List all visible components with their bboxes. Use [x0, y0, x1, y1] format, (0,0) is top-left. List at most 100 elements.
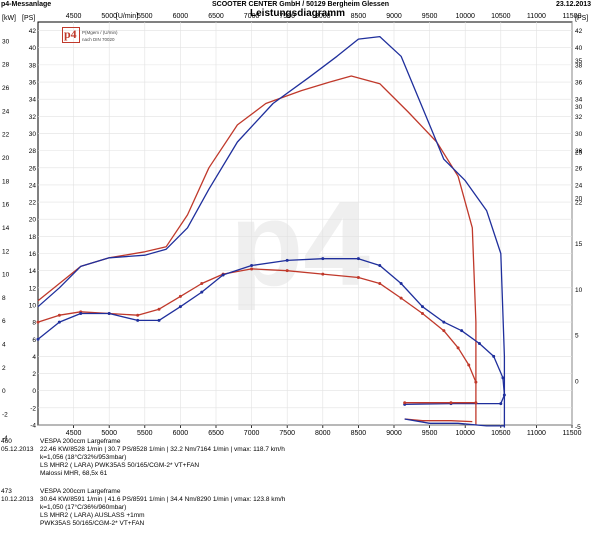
right-nm-tick: 15: [575, 241, 583, 248]
data-point: [57, 320, 61, 324]
data-point: [356, 257, 360, 261]
left-kw-tick: 14: [2, 225, 10, 232]
x-tick-label-top: 4500: [66, 13, 82, 20]
watermark: p4: [230, 177, 371, 311]
series-line-5: [404, 418, 473, 423]
plot-frame: [37, 21, 573, 426]
left-kw-tick: -2: [2, 412, 8, 419]
data-point: [136, 313, 140, 317]
x-tick-label-top: 11000: [527, 13, 546, 20]
data-point: [57, 313, 61, 317]
left-kw-tick: 2: [2, 365, 6, 372]
right-nm-tick: 20: [575, 195, 583, 202]
data-point: [157, 307, 161, 311]
data-point: [157, 318, 161, 322]
right-ps-tick: 22: [575, 200, 583, 207]
data-point: [136, 318, 140, 322]
report-date: 23.12.2013: [556, 1, 592, 8]
data-point: [178, 305, 182, 309]
x-tick-label-top: 10500: [491, 13, 511, 20]
left-kw-tick: 22: [2, 132, 10, 139]
data-point: [200, 290, 204, 294]
right-ps-tick: 28: [575, 148, 583, 155]
legend-460-id: 460: [1, 438, 12, 445]
left-kw-tick: 10: [2, 272, 10, 279]
x-tick-label: 8000: [315, 430, 331, 437]
data-point: [356, 276, 360, 280]
data-point: [378, 264, 382, 268]
x-tick-label-top: 8500: [351, 13, 367, 20]
data-point: [321, 257, 325, 261]
right-nm-tick: 0: [575, 378, 579, 385]
x-tick-label-top: 5000: [101, 13, 117, 20]
right-ps-tick: 38: [575, 62, 583, 69]
data-point: [285, 258, 289, 262]
legend-460-line4: Malossi MHR, 68,5x 61: [40, 470, 108, 477]
right-nm-tick: 35: [575, 58, 583, 65]
right-nm-tick: -5: [575, 424, 581, 431]
left-ps-tick: 8: [32, 320, 36, 327]
series-line-3: [37, 258, 506, 406]
left-ps-tick: 14: [29, 268, 37, 275]
data-point: [467, 363, 471, 367]
left-kw-tick: 6: [2, 318, 6, 325]
data-point: [449, 401, 453, 405]
data-point: [250, 267, 254, 271]
legend-473-date: 10.12.2013: [1, 496, 34, 503]
x-tick-label: 9000: [386, 430, 402, 437]
data-point: [456, 346, 460, 350]
data-point: [107, 312, 111, 316]
legend-473-line2: k=1,050 (17°C/36%/960mbar): [40, 504, 127, 511]
left-ps-tick: 26: [29, 165, 37, 172]
left-ps-tick: 0: [32, 388, 36, 395]
data-point: [403, 401, 407, 405]
data-point: [399, 296, 403, 300]
left-ps-tick: 16: [29, 251, 37, 258]
data-point: [501, 376, 505, 380]
left-kw-tick: 0: [2, 388, 6, 395]
logo-note-2: nach DIN 70020: [82, 37, 115, 42]
x-tick-label: 4500: [66, 430, 82, 437]
left-ps-tick: 10: [29, 302, 37, 309]
data-point: [200, 282, 204, 286]
left-kw-tick: 18: [2, 178, 10, 185]
left-kw-tick: 8: [2, 295, 6, 302]
left-kw-tick: 20: [2, 155, 10, 162]
legend-460-vehicle: VESPA 200ccm Largeframe: [40, 438, 121, 445]
legend-460-line2: k=1,056 (18°C/32%/953mbar): [40, 454, 127, 461]
legend-473-line1: 30.64 KW/8591 1/min | 41.6 PS/8591 1/min…: [40, 496, 286, 503]
data-point: [79, 312, 83, 316]
left-axis-unit-kw: [kW]: [2, 15, 16, 22]
left-ps-tick: -4: [30, 423, 36, 430]
left-kw-tick: -4: [2, 435, 8, 442]
right-nm-tick: 30: [575, 104, 583, 111]
series-line-2: [37, 268, 477, 383]
x-tick-label: 7500: [279, 430, 295, 437]
x-tick-label: 5500: [137, 430, 153, 437]
company-name: SCOOTER CENTER GmbH / 50129 Bergheim Gle…: [212, 1, 389, 8]
left-ps-tick: 12: [29, 285, 37, 292]
legend-473-id: 473: [1, 488, 12, 495]
logo-note-1: P(Mgem / (U/min): [82, 30, 118, 35]
data-point: [221, 273, 225, 277]
left-kw-tick: 16: [2, 202, 10, 209]
x-tick-label-top: 5500: [137, 13, 153, 20]
left-ps-tick: 24: [29, 182, 37, 189]
left-ps-tick: 18: [29, 234, 37, 241]
left-ps-tick: 22: [29, 200, 37, 207]
data-point: [321, 272, 325, 276]
left-ps-tick: 6: [32, 337, 36, 344]
right-ps-tick: 42: [575, 28, 583, 35]
series-line-0: [37, 75, 477, 425]
left-ps-tick: 4: [32, 354, 36, 361]
left-kw-tick: 28: [2, 62, 10, 69]
x-tick-label-top: 10000: [455, 13, 475, 20]
data-point: [285, 269, 289, 273]
data-point: [502, 393, 506, 397]
right-nm-tick: 5: [575, 333, 579, 340]
data-point: [442, 320, 446, 324]
x-tick-label-top: 6500: [208, 13, 224, 20]
right-ps-tick: 40: [575, 45, 583, 52]
left-ps-tick: 28: [29, 148, 37, 155]
